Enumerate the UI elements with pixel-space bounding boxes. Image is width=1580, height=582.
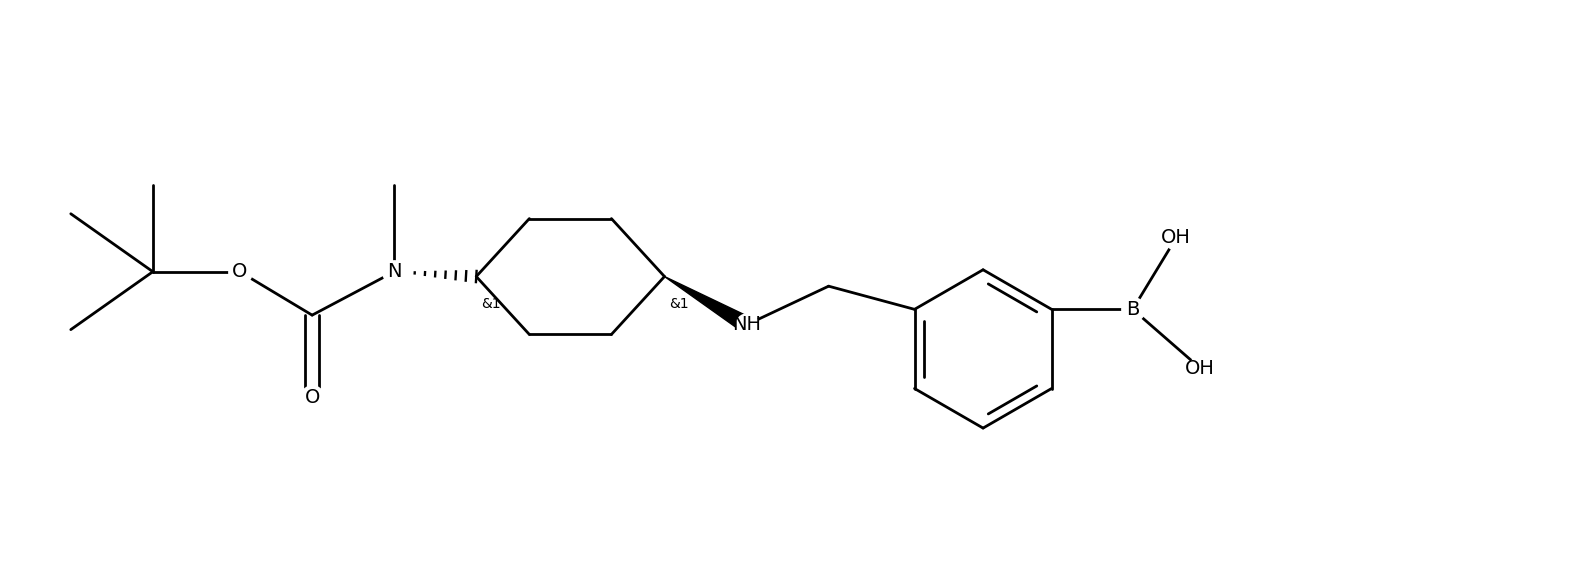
- Text: B: B: [1127, 300, 1139, 319]
- Text: N: N: [387, 262, 401, 281]
- Text: O: O: [305, 388, 319, 407]
- Text: &1: &1: [670, 297, 689, 311]
- Polygon shape: [665, 276, 750, 332]
- Text: OH: OH: [1161, 228, 1191, 247]
- Text: NH: NH: [732, 315, 762, 334]
- Text: &1: &1: [480, 297, 501, 311]
- Text: O: O: [232, 262, 248, 281]
- Text: OH: OH: [1185, 359, 1215, 378]
